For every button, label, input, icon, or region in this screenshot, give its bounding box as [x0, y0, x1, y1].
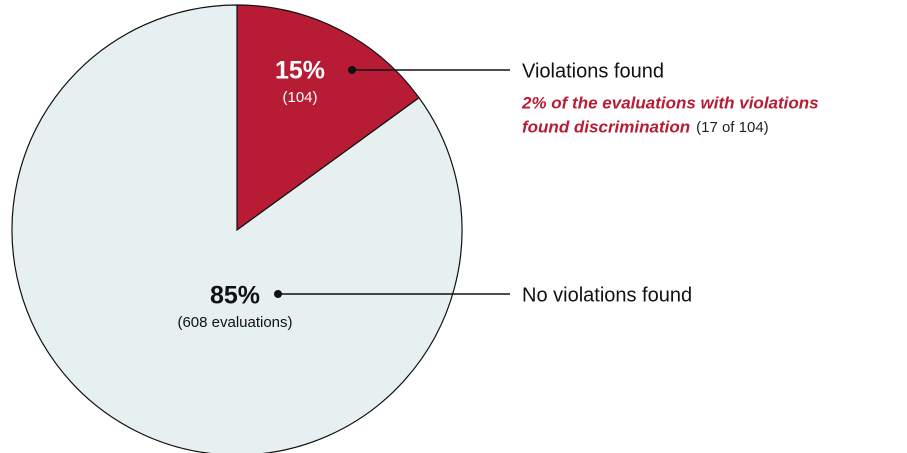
- annotation-line: 2% of the evaluations with violations: [521, 93, 819, 112]
- count-label: (608 evaluations): [177, 314, 292, 331]
- annotation-line: found discrimination: [522, 117, 690, 136]
- annotation-note: (17 of 104): [696, 119, 769, 136]
- leader-dot: [348, 66, 356, 74]
- count-label: (104): [282, 89, 317, 106]
- legend-label: No violations found: [522, 284, 692, 306]
- legend-label: Violations found: [522, 60, 664, 82]
- pie-slice: [11, 4, 463, 453]
- value-label: 85%: [210, 282, 260, 310]
- pie-slice: [236, 4, 420, 232]
- value-label: 15%: [275, 57, 325, 85]
- leader-dot: [274, 290, 282, 298]
